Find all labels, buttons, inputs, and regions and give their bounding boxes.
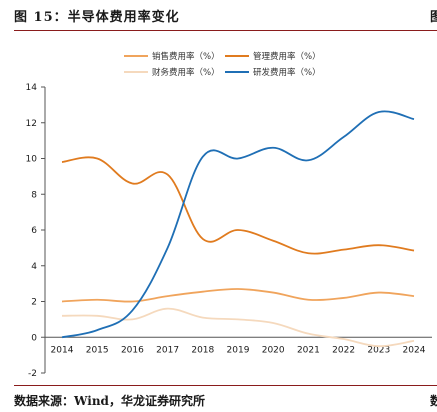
figure-title: 图 15：半导体费用率变化 — [14, 10, 180, 25]
y-tick-label: 2 — [31, 298, 37, 308]
chart-legend: 销售费用率（%） 管理费用率（%） 财务费用率（%） 研发费用率（%） — [124, 51, 321, 78]
series-line-sales — [61, 288, 415, 303]
legend-label-finance: 财务费用率（%） — [152, 67, 220, 78]
x-tick-label: 2017 — [156, 345, 179, 355]
title-divider — [14, 30, 437, 31]
y-tick-label: 10 — [26, 155, 38, 165]
y-tick-label: 14 — [26, 83, 38, 93]
chart-axes: -2 0 2 4 6 8 10 12 14 2014 2015 2016 2017 2018 2019 202… — [26, 83, 432, 379]
x-tick-label: 2019 — [227, 345, 250, 355]
y-tick-label: 12 — [26, 119, 37, 129]
series-line-rnd — [61, 110, 415, 339]
x-tick-label: 2023 — [367, 345, 390, 355]
x-tick-label: 2014 — [51, 345, 74, 355]
x-tick-label: 2016 — [121, 345, 144, 355]
legend-label-sales: 销售费用率（%） — [152, 51, 220, 62]
x-tick-label: 2015 — [86, 345, 109, 355]
x-tick-label: 2022 — [332, 345, 355, 355]
y-tick-label: 4 — [31, 262, 37, 272]
y-tick-label: 0 — [31, 333, 37, 343]
figure-title-edge-glyph: 图 — [430, 10, 437, 25]
y-tick-label: 6 — [31, 226, 37, 236]
source-note: 数据来源：Wind，华龙证券研究所 — [14, 394, 205, 408]
legend-label-rnd: 研发费用率（%） — [253, 67, 321, 78]
y-tick-label: -2 — [28, 369, 37, 379]
source-edge-glyph: 数 — [430, 394, 437, 408]
x-tick-label: 2024 — [403, 345, 426, 355]
figure-header: 图 15：半导体费用率变化 图 — [0, 0, 437, 32]
x-tick-label: 2021 — [297, 345, 320, 355]
y-tick-label: 8 — [31, 190, 37, 200]
series-line-finance — [61, 307, 415, 348]
source-divider — [14, 385, 437, 386]
chart-series — [61, 110, 415, 348]
x-tick-label: 2020 — [262, 345, 285, 355]
legend-label-admin: 管理费用率（%） — [253, 51, 321, 62]
series-line-admin — [61, 156, 415, 255]
line-chart: -2 0 2 4 6 8 10 12 14 2014 2015 2016 2017 2018 2019 202… — [26, 51, 432, 379]
x-tick-label: 2018 — [191, 345, 214, 355]
